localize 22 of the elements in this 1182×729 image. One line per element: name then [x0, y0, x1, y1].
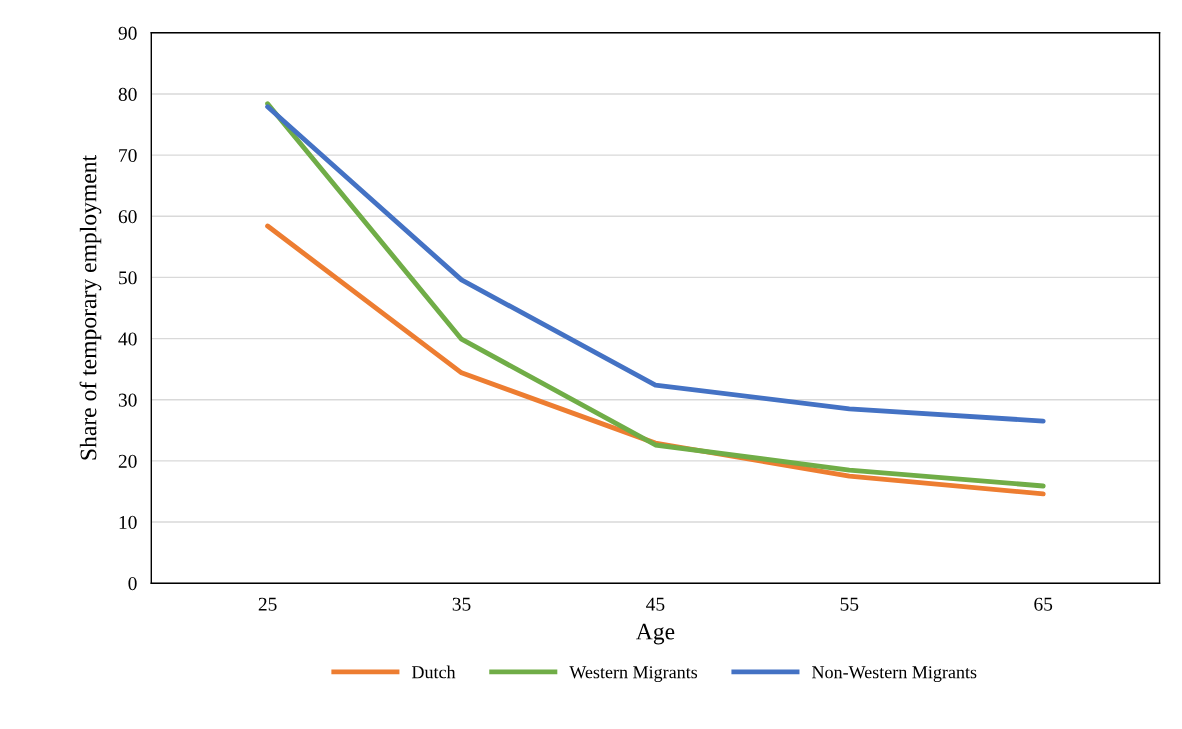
x-tick-label: 35	[452, 597, 471, 611]
x-tick-label: 65	[1034, 597, 1053, 611]
y-tick-label: 90	[118, 26, 137, 40]
y-tick-label: 10	[119, 515, 137, 529]
y-tick-label: 70	[119, 148, 137, 163]
x-tick-label: 55	[840, 597, 859, 611]
legend-label: Non-Western Migrants	[812, 666, 977, 683]
legend-label: Dutch	[411, 665, 456, 679]
x-tick-label: 45	[646, 597, 665, 611]
y-axis-title: Share of temporary employment	[79, 155, 102, 460]
y-tick-label: 40	[118, 332, 137, 346]
y-tick-label: 50	[119, 271, 137, 285]
y-tick-label: 60	[118, 210, 137, 224]
y-tick-label: 30	[118, 393, 137, 407]
y-tick-label: 80	[118, 87, 137, 101]
line-series	[265, 101, 1046, 489]
legend-label: Western Migrants	[569, 666, 698, 683]
x-tick-label: 25	[258, 597, 277, 611]
y-tick-label: 0	[128, 577, 137, 591]
line-series	[265, 104, 1046, 424]
x-axis-title: Age	[635, 623, 675, 645]
y-tick-label: 20	[118, 454, 137, 468]
